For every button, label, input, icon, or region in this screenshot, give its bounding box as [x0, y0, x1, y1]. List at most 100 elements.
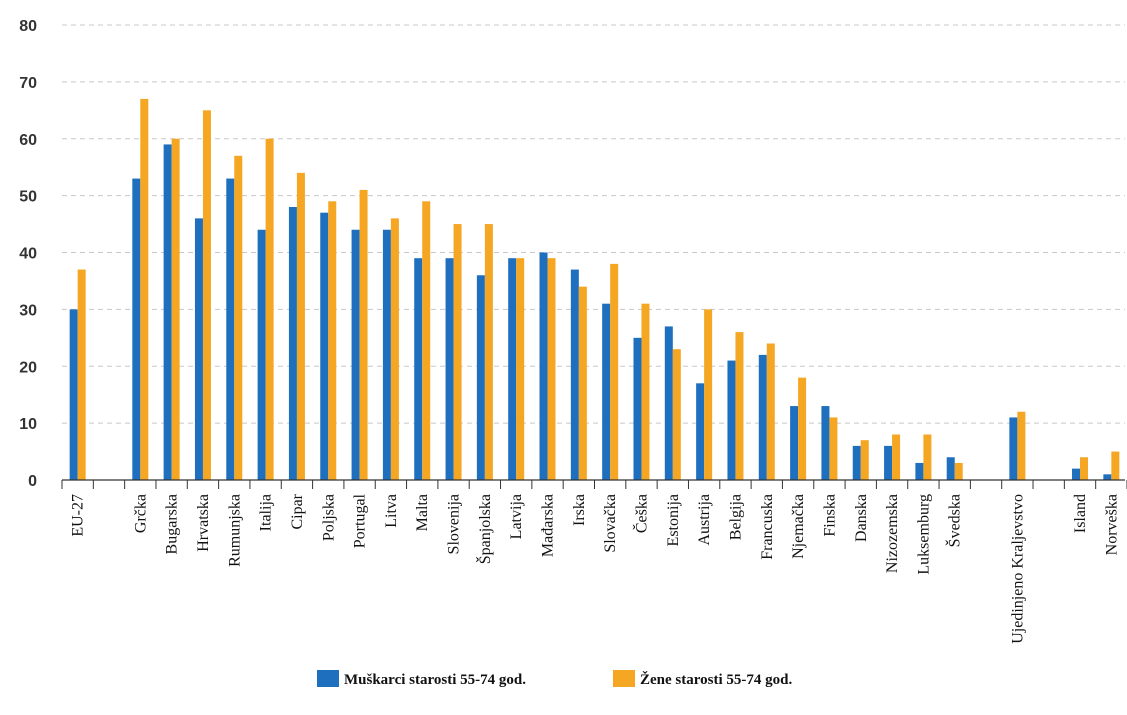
bar-men — [69, 309, 78, 480]
legend-swatch-women — [613, 670, 635, 687]
x-tick-label: Litva — [383, 494, 400, 528]
bar-men — [414, 258, 423, 480]
x-tick-label: Estonija — [665, 494, 682, 546]
bar-men — [132, 178, 141, 480]
x-tick-label: Mađarska — [540, 494, 557, 557]
x-tick-label: Njemačka — [790, 494, 807, 559]
bar-men — [696, 383, 705, 480]
bar-women — [1111, 451, 1120, 480]
bar-men — [570, 269, 579, 480]
bar-women — [422, 201, 431, 480]
x-tick-label: Slovenija — [446, 494, 463, 554]
bar-men — [946, 457, 955, 480]
x-tick-label: Belgija — [727, 494, 744, 540]
bar-men — [539, 252, 548, 480]
x-tick-label: Finska — [821, 494, 838, 537]
bar-men — [727, 360, 736, 480]
x-tick-label: Bugarska — [164, 494, 181, 554]
bar-women — [265, 138, 274, 480]
bar-men — [1009, 417, 1018, 480]
bars — [69, 98, 1120, 480]
x-tick-label: Ujedinjeno Kraljevstvo — [1009, 494, 1026, 644]
bar-men — [226, 178, 235, 480]
x-tick-label: Češka — [631, 494, 650, 533]
y-tick-label: 10 — [19, 416, 37, 433]
bar-men — [602, 303, 611, 480]
x-tick-label: Švedska — [945, 494, 964, 547]
bar-men — [508, 258, 517, 480]
bar-men — [382, 229, 391, 480]
bar-women — [672, 349, 681, 480]
legend-label-women: Žene starosti 55-74 god. — [640, 671, 792, 688]
bar-women — [735, 332, 744, 480]
y-tick-label: 40 — [19, 246, 37, 263]
bar-women — [1080, 457, 1089, 480]
bar-women — [296, 172, 305, 480]
x-tick-label: Cipar — [289, 493, 306, 529]
bar-women — [547, 258, 556, 480]
legend-label-men: Muškarci starosti 55-74 god. — [344, 672, 526, 688]
bar-women — [578, 286, 587, 480]
x-tick-label: Rumunjska — [226, 494, 243, 567]
bar-men — [758, 354, 767, 480]
x-tick-label: Island — [1072, 494, 1089, 533]
bar-women — [798, 377, 807, 480]
y-tick-label: 50 — [19, 189, 37, 206]
bar-men — [884, 445, 893, 480]
bar-women — [390, 218, 399, 480]
bar-women — [641, 303, 650, 480]
bar-women — [77, 269, 86, 480]
x-tick-label: Hrvatska — [195, 494, 212, 552]
x-tick-label: Francuska — [759, 494, 776, 560]
bar-women — [140, 98, 149, 480]
bar-men — [476, 275, 485, 480]
bar-women — [484, 224, 493, 480]
bar-men — [852, 445, 861, 480]
bar-women — [766, 343, 775, 480]
bar-men — [445, 258, 454, 480]
x-tick-label: Latvija — [508, 494, 525, 539]
bar-women — [704, 309, 713, 480]
bar-men — [288, 207, 297, 480]
bar-men — [915, 462, 924, 480]
bar-women — [359, 189, 368, 480]
bar-women — [610, 263, 619, 480]
bar-men — [790, 406, 799, 480]
x-tick-label: Slovačka — [602, 494, 619, 553]
y-tick-label: 30 — [19, 302, 37, 319]
bar-men — [257, 229, 266, 480]
x-tick-label: Danska — [853, 494, 870, 542]
legend-swatch-men — [317, 670, 339, 687]
bar-women — [234, 155, 243, 480]
bar-men — [163, 144, 172, 480]
bar-men — [194, 218, 203, 480]
bar-men — [351, 229, 360, 480]
x-tick-label: EU-27 — [70, 494, 87, 537]
x-tick-label: Portugal — [352, 493, 369, 548]
bar-women — [954, 462, 963, 480]
x-tick-label: Italija — [258, 494, 275, 531]
x-tick-label: Poljska — [320, 494, 337, 541]
x-tick-label: Irska — [571, 494, 588, 526]
x-axis: EU-27 Grčka Bugarska Hrvatska Rumunjska Itali… — [61, 479, 1127, 644]
bar-men — [1103, 474, 1112, 480]
x-tick-label: Malta — [414, 494, 431, 531]
bar-women — [923, 434, 932, 480]
bar-women — [453, 224, 462, 480]
bar-women — [829, 417, 838, 480]
x-tick-label: Grčka — [132, 494, 149, 533]
y-tick-label: 70 — [19, 75, 37, 92]
y-axis: 0 10 20 30 40 50 60 70 80 — [19, 18, 37, 490]
bar-men — [664, 326, 673, 480]
y-tick-label: 20 — [19, 359, 37, 376]
bar-men — [1072, 468, 1081, 480]
y-tick-label: 0 — [28, 473, 37, 490]
grid-lines — [62, 24, 1125, 424]
x-tick-label: Luksemburg — [915, 494, 932, 575]
bar-men — [320, 212, 329, 480]
bar-women — [171, 138, 180, 480]
bar-women — [516, 258, 525, 480]
bar-men — [821, 406, 830, 480]
y-tick-label: 80 — [19, 18, 37, 35]
